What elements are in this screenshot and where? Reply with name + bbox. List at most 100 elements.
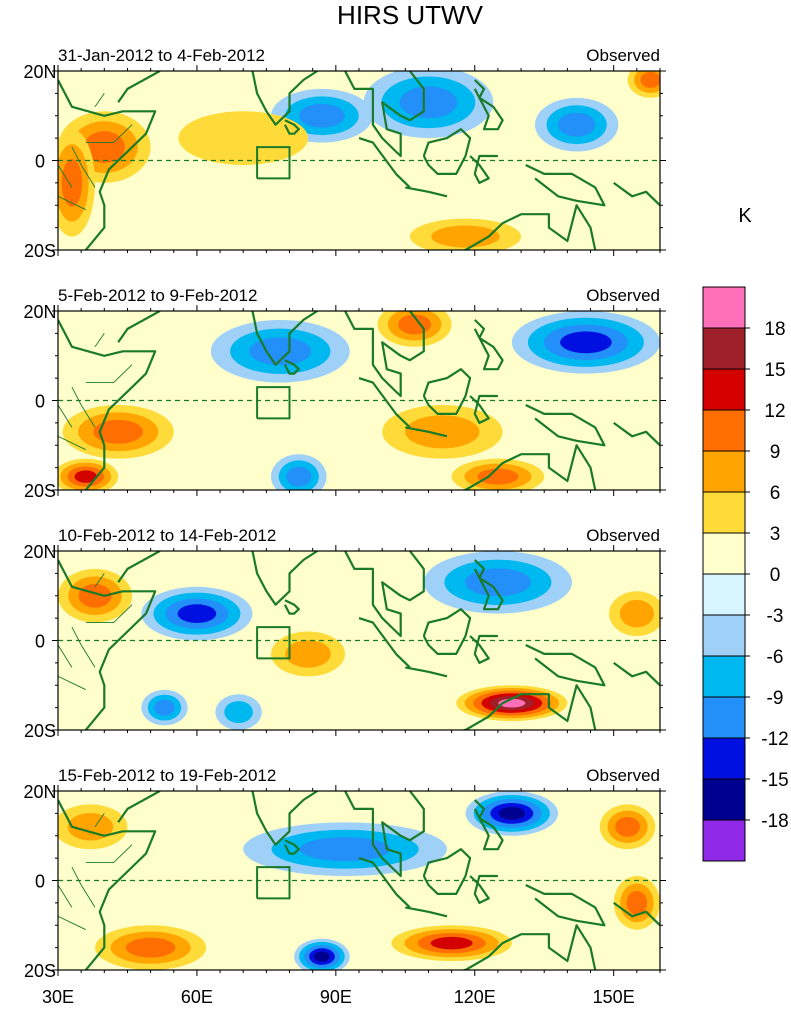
contour-level	[558, 112, 596, 137]
coastlines	[58, 791, 660, 970]
colorbar-swatch	[702, 819, 746, 862]
coastline	[405, 666, 448, 678]
anomaly-feature	[141, 586, 253, 641]
region-box	[256, 866, 291, 900]
y-tick-label: 0	[35, 392, 45, 412]
panel-label: Observed	[586, 286, 660, 305]
colorbar-level-label: 0	[770, 565, 781, 586]
panel-date-range: 31-Jan-2012 to 4-Feb-2012	[58, 46, 265, 65]
anomaly-feature	[215, 694, 262, 730]
coastline	[525, 404, 606, 447]
coastline	[422, 368, 472, 415]
contour-level	[430, 936, 473, 950]
country-border	[58, 915, 86, 931]
contour-level	[314, 951, 330, 962]
country-border	[94, 813, 105, 828]
anomaly-feature	[58, 458, 119, 490]
anomaly-feature	[377, 311, 452, 347]
anomaly-feature	[609, 591, 660, 637]
colorbar-level-label: -9	[767, 688, 784, 709]
country-border	[58, 195, 86, 211]
coastline	[58, 319, 157, 490]
coastlines	[58, 71, 660, 250]
region-box	[256, 626, 291, 660]
coastline	[224, 551, 318, 606]
y-tick-label: 20S	[24, 481, 56, 501]
colorbar-level-label: 9	[770, 442, 781, 463]
coastline	[460, 924, 597, 970]
anomaly-feature	[613, 876, 660, 930]
panel-label: Observed	[586, 46, 660, 65]
coastline	[613, 902, 660, 927]
anomaly-field	[58, 551, 660, 730]
panel-ticks	[52, 65, 666, 256]
panel-ticks	[52, 545, 666, 736]
contour-level	[498, 806, 526, 820]
coastline	[344, 791, 425, 878]
x-tick-label: 60E	[181, 987, 213, 1007]
anomaly-feature	[62, 404, 174, 459]
region-box	[256, 146, 291, 180]
colorbar-unit: K	[738, 205, 752, 227]
coastline	[525, 644, 606, 687]
anomaly-feature	[382, 404, 503, 459]
contour-level	[83, 131, 125, 163]
country-border	[85, 364, 133, 384]
anomaly-feature	[534, 97, 619, 152]
coastline	[613, 422, 660, 447]
coastline	[469, 634, 498, 665]
colorbar-swatch	[702, 737, 746, 780]
panel-date-range: 10-Feb-2012 to 14-Feb-2012	[58, 526, 276, 545]
coastline	[473, 559, 504, 611]
coastlines	[58, 311, 660, 490]
colorbar-swatch	[702, 368, 746, 411]
country-border	[58, 404, 73, 428]
anomaly-feature	[58, 568, 133, 623]
colorbar-swatch	[702, 655, 746, 698]
contour-level	[560, 331, 612, 354]
coastline	[358, 377, 411, 429]
country-border	[71, 386, 96, 428]
coastline	[469, 394, 498, 424]
country-border	[71, 146, 96, 188]
y-tick-label: 20N	[23, 782, 56, 802]
coastline	[422, 128, 472, 175]
coastlines	[58, 551, 660, 730]
coastline	[283, 599, 300, 615]
coastline	[283, 119, 300, 135]
coastline	[405, 906, 448, 918]
contour-level	[74, 470, 98, 483]
contour-level	[626, 890, 648, 915]
contour-level	[299, 837, 391, 862]
contour-level	[67, 813, 114, 841]
colorbar-level-label: 3	[770, 524, 781, 545]
anomaly-field	[58, 71, 660, 250]
country-border	[94, 93, 105, 108]
country-border	[58, 884, 73, 908]
contour-level	[78, 583, 112, 608]
y-tick-label: 20N	[23, 62, 56, 82]
colorbar-swatch	[702, 491, 746, 534]
coastline	[473, 799, 504, 851]
map-panel: 31-Jan-2012 to 4-Feb-2012 Observed 20N 0 20S	[23, 46, 666, 261]
coastline	[473, 79, 504, 131]
coastline	[58, 799, 157, 970]
y-tick-label: 0	[35, 872, 45, 892]
colorbar-level-label: 18	[764, 319, 785, 340]
anomaly-field	[58, 311, 660, 490]
contour-level	[125, 937, 176, 958]
colorbar-level-label: 15	[764, 360, 785, 381]
region-box	[256, 386, 291, 420]
colorbar-swatch	[702, 286, 746, 329]
y-tick-label: 0	[35, 632, 45, 652]
coastline	[117, 551, 161, 583]
anomaly-field	[58, 791, 660, 970]
coastline	[224, 311, 318, 366]
contour-level	[619, 599, 654, 628]
colorbar-level-label: -15	[761, 770, 788, 791]
country-border	[94, 333, 105, 348]
colorbar-swatch	[702, 614, 746, 657]
colorbar-level-label: 12	[764, 401, 785, 422]
panel-date-range: 5-Feb-2012 to 9-Feb-2012	[58, 286, 257, 305]
